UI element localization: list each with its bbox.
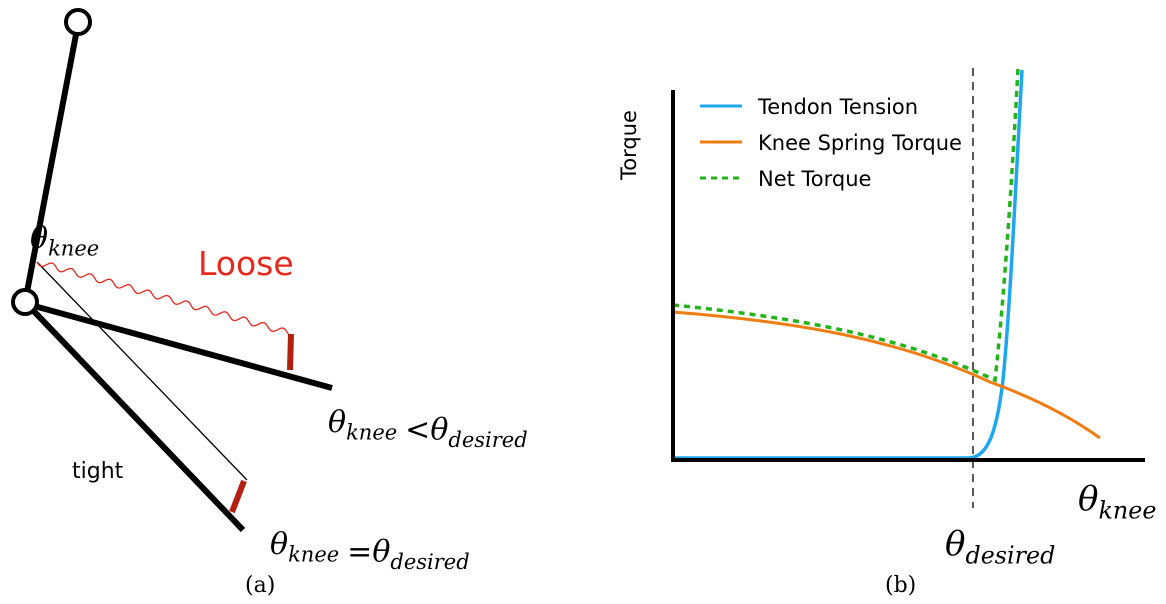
marker-label: θdesired <box>945 524 1055 570</box>
legend-label: Net Torque <box>758 167 871 191</box>
subscript: desired <box>448 428 527 452</box>
symbol: θ <box>372 535 390 570</box>
symbol: θ <box>430 413 448 448</box>
loose-label: Loose <box>198 244 294 283</box>
angle-label: θknee <box>30 221 99 261</box>
tight-tendon <box>37 262 247 480</box>
x-axis-label: θknee <box>1078 479 1156 525</box>
subscript: knee <box>346 421 397 445</box>
operator: < <box>405 413 430 448</box>
tight-stop <box>232 481 244 512</box>
loose-stop <box>290 334 291 370</box>
symbol: θ <box>270 527 288 562</box>
subscript: desired <box>965 542 1055 570</box>
symbol: θ <box>1078 479 1098 519</box>
caption: (a) <box>245 573 275 598</box>
symbol: θ <box>328 405 346 440</box>
caption: (b) <box>885 573 916 598</box>
operator: = <box>347 535 372 570</box>
legend-label: Knee Spring Torque <box>758 131 962 155</box>
subscript: knee <box>288 543 339 567</box>
symbol: θ <box>945 524 965 564</box>
subscript: knee <box>1098 497 1156 525</box>
shank-tight <box>27 304 243 530</box>
figure: Loose tight (a) Torque (b) θkneeθknee<θd… <box>0 0 1166 604</box>
hip-joint <box>66 10 90 34</box>
knee-joint <box>13 290 37 314</box>
panel-a: Loose tight (a) <box>13 10 332 598</box>
tight-condition: θknee=θdesired <box>270 527 470 574</box>
legend-label: Tendon Tension <box>757 95 918 119</box>
subscript: desired <box>390 550 469 574</box>
loose-condition: θknee<θdesired <box>328 405 528 452</box>
spring-curve <box>673 312 1100 438</box>
subscript: knee <box>48 237 99 261</box>
tendon-curve <box>673 70 1022 458</box>
shank-loose <box>27 304 332 388</box>
symbol: θ <box>30 221 48 256</box>
tight-label: tight <box>72 459 124 484</box>
y-axis-label: Torque <box>617 110 641 181</box>
